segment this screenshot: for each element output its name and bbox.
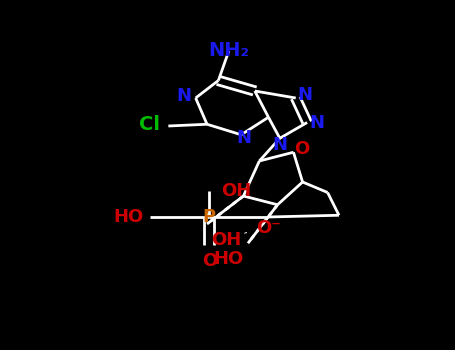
Text: O: O: [294, 140, 309, 158]
Text: Cl: Cl: [139, 115, 160, 134]
Text: OH: OH: [221, 182, 251, 200]
Text: N: N: [310, 113, 324, 132]
Text: NH₂: NH₂: [208, 41, 249, 60]
Text: HO: HO: [113, 208, 143, 226]
Text: ′′: ′′: [243, 232, 248, 242]
Text: O⁻: O⁻: [256, 219, 281, 237]
Text: O: O: [202, 252, 217, 270]
Text: N: N: [273, 135, 287, 154]
Text: HO: HO: [213, 250, 243, 268]
Text: P: P: [203, 208, 216, 226]
Text: N: N: [177, 87, 192, 105]
Text: N: N: [236, 129, 251, 147]
Text: N: N: [298, 85, 312, 104]
Text: OH: OH: [212, 231, 242, 249]
Text: ′′: ′′: [207, 213, 212, 223]
